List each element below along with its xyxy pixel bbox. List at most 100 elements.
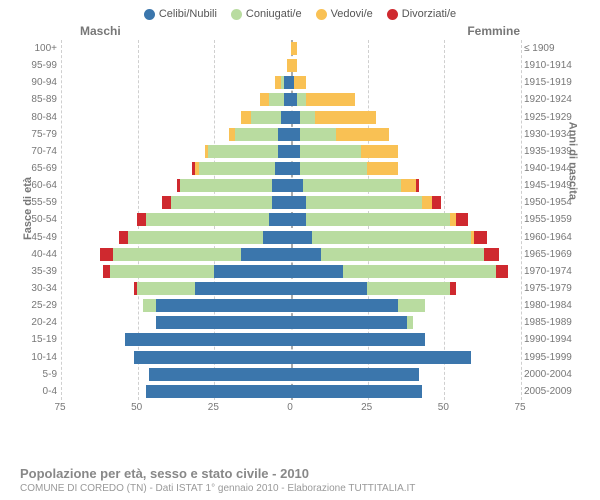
segment [146, 385, 290, 398]
birth-label: 2000-2004 [524, 369, 582, 380]
segment [291, 299, 398, 312]
age-row: 5-92000-2004 [61, 366, 520, 383]
age-label: 30-34 [21, 283, 57, 294]
x-tick: 25 [208, 402, 219, 413]
population-pyramid: Fasce di età Anni di nascita 100+≤ 19099… [20, 40, 580, 430]
legend-item: Coniugati/e [231, 8, 302, 20]
bar-female [291, 42, 297, 55]
segment [291, 59, 297, 72]
segment [137, 213, 146, 226]
age-label: 70-74 [21, 146, 57, 157]
segment [269, 93, 284, 106]
segment [291, 385, 423, 398]
bar-female [291, 213, 469, 226]
x-tick: 50 [438, 402, 449, 413]
age-label: 10-14 [21, 352, 57, 363]
birth-label: 1935-1939 [524, 146, 582, 157]
segment [134, 351, 290, 364]
legend-item: Celibi/Nubili [144, 8, 217, 20]
bar-female [291, 299, 426, 312]
birth-label: 1965-1969 [524, 249, 582, 260]
age-label: 65-69 [21, 163, 57, 174]
bar-male [134, 282, 290, 295]
segment [113, 248, 242, 261]
segment [291, 333, 426, 346]
age-row: 30-341975-1979 [61, 280, 520, 297]
segment [291, 368, 420, 381]
segment [291, 316, 408, 329]
segment [137, 282, 195, 295]
segment [195, 282, 290, 295]
plot-area: 100+≤ 190995-991910-191490-941915-191985… [60, 40, 520, 400]
segment [199, 162, 276, 175]
bar-male [137, 213, 290, 226]
segment [291, 248, 322, 261]
legend-label: Vedovi/e [331, 8, 373, 20]
age-row: 35-391970-1974 [61, 263, 520, 280]
age-label: 0-4 [21, 386, 57, 397]
legend: Celibi/NubiliConiugati/eVedovi/eDivorzia… [0, 0, 600, 24]
age-label: 80-84 [21, 112, 57, 123]
bar-male [205, 145, 291, 158]
bar-male [125, 333, 291, 346]
segment [300, 145, 361, 158]
segment [401, 179, 416, 192]
birth-label: 1920-1924 [524, 94, 582, 105]
legend-item: Vedovi/e [316, 8, 373, 20]
legend-swatch [144, 9, 155, 20]
segment [156, 316, 291, 329]
x-axis: 7550250255075 [60, 402, 520, 420]
bar-female [291, 145, 398, 158]
segment [291, 179, 303, 192]
segment [496, 265, 508, 278]
age-row: 25-291980-1984 [61, 297, 520, 314]
segment [291, 213, 306, 226]
birth-label: 1940-1944 [524, 163, 582, 174]
birth-label: ≤ 1909 [524, 43, 582, 54]
legend-swatch [231, 9, 242, 20]
bar-female [291, 333, 426, 346]
bar-female [291, 93, 355, 106]
bar-female [291, 162, 398, 175]
segment [110, 265, 214, 278]
age-row: 50-541955-1959 [61, 211, 520, 228]
age-label: 100+ [21, 43, 57, 54]
segment [291, 162, 300, 175]
segment [291, 231, 312, 244]
age-row: 40-441965-1969 [61, 246, 520, 263]
bar-male [229, 128, 290, 141]
segment [241, 111, 250, 124]
segment [100, 248, 112, 261]
segment [432, 196, 441, 209]
segment [291, 145, 300, 158]
x-tick: 50 [131, 402, 142, 413]
age-label: 5-9 [21, 369, 57, 380]
bar-male [103, 265, 290, 278]
header-male: Maschi [80, 24, 121, 38]
legend-label: Celibi/Nubili [159, 8, 217, 20]
segment [398, 299, 426, 312]
segment [291, 351, 472, 364]
segment [149, 368, 290, 381]
age-row: 100+≤ 1909 [61, 40, 520, 57]
segment [251, 111, 282, 124]
bar-male [260, 93, 291, 106]
age-row: 0-42005-2009 [61, 383, 520, 400]
x-tick: 25 [361, 402, 372, 413]
bar-female [291, 128, 389, 141]
segment [300, 128, 337, 141]
x-tick: 0 [287, 402, 293, 413]
segment [306, 93, 355, 106]
footer: Popolazione per età, sesso e stato civil… [20, 466, 580, 494]
bar-female [291, 351, 472, 364]
age-row: 55-591950-1954 [61, 194, 520, 211]
segment [119, 231, 128, 244]
age-row: 60-641945-1949 [61, 177, 520, 194]
bar-male [241, 111, 290, 124]
segment [278, 128, 290, 141]
age-row: 10-141995-1999 [61, 349, 520, 366]
segment [343, 265, 496, 278]
bar-female [291, 265, 509, 278]
segment [300, 162, 367, 175]
segment [303, 179, 401, 192]
